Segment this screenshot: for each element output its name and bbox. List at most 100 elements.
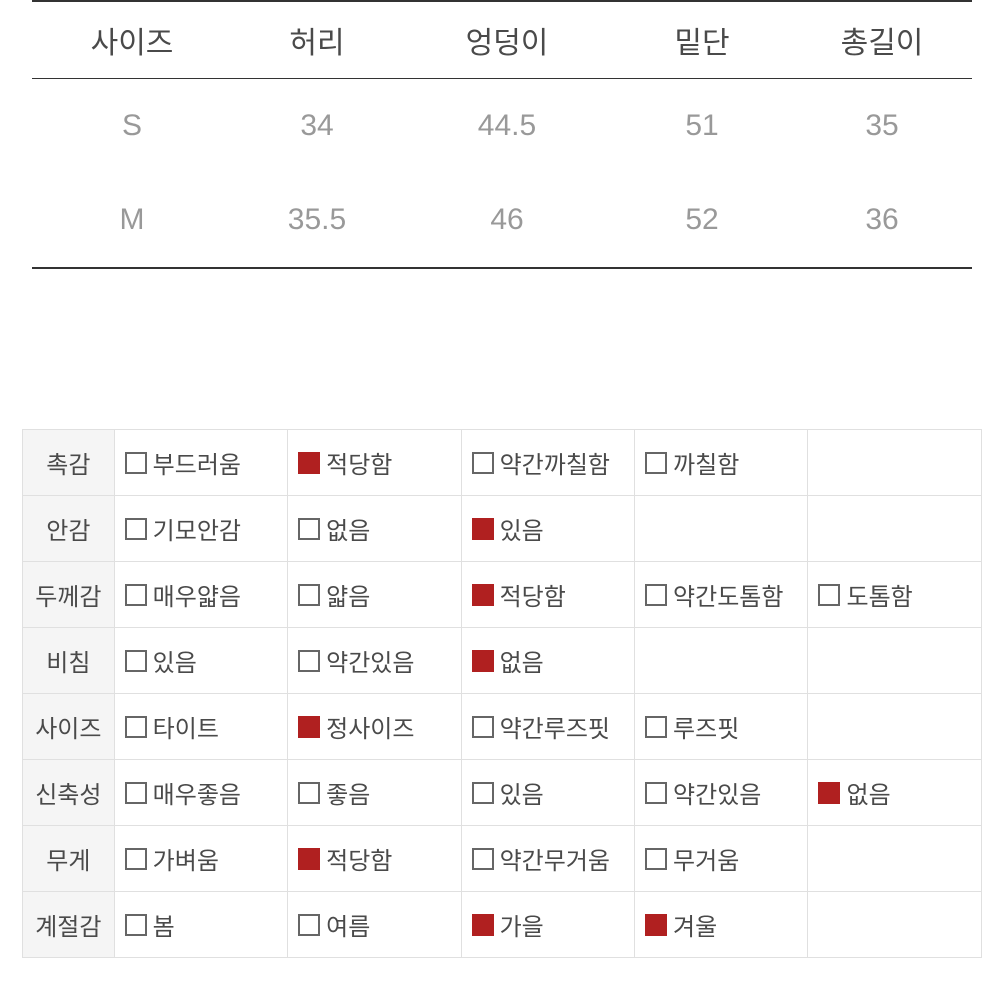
detail-option-cell: 봄 bbox=[114, 892, 287, 958]
detail-option-cell: 부드러움 bbox=[114, 430, 287, 496]
checkbox-empty-icon bbox=[298, 518, 320, 540]
option-label: 약간까칠함 bbox=[500, 445, 610, 480]
option-label: 무거움 bbox=[673, 841, 739, 876]
size-cell: 35 bbox=[792, 79, 972, 174]
option-label: 없음 bbox=[500, 643, 544, 678]
detail-row-label: 계절감 bbox=[23, 892, 115, 958]
option-label: 얇음 bbox=[326, 577, 370, 612]
detail-option-cell: 좋음 bbox=[288, 760, 461, 826]
detail-option-cell bbox=[808, 892, 982, 958]
checkbox-option[interactable]: 여름 bbox=[298, 907, 450, 942]
checkbox-option[interactable]: 얇음 bbox=[298, 577, 450, 612]
option-label: 있음 bbox=[500, 511, 544, 546]
checkbox-option[interactable]: 약간까칠함 bbox=[472, 445, 624, 480]
option-label: 좋음 bbox=[326, 775, 370, 810]
checkbox-checked-icon bbox=[472, 584, 494, 606]
detail-table: 촉감부드러움적당함약간까칠함까칠함안감기모안감없음있음두께감매우얇음얇음적당함약… bbox=[22, 429, 982, 958]
detail-option-cell: 타이트 bbox=[114, 694, 287, 760]
size-row: M 35.5 46 52 36 bbox=[32, 173, 972, 268]
checkbox-option[interactable]: 매우얇음 bbox=[125, 577, 277, 612]
checkbox-option[interactable]: 약간있음 bbox=[298, 643, 450, 678]
checkbox-option[interactable]: 있음 bbox=[125, 643, 277, 678]
checkbox-option[interactable]: 까칠함 bbox=[645, 445, 797, 480]
option-label: 있음 bbox=[153, 643, 197, 678]
checkbox-empty-icon bbox=[125, 518, 147, 540]
checkbox-empty-icon bbox=[298, 914, 320, 936]
detail-option-cell: 약간까칠함 bbox=[461, 430, 634, 496]
size-header: 사이즈 bbox=[32, 1, 232, 79]
size-cell: 52 bbox=[612, 173, 792, 268]
checkbox-empty-icon bbox=[645, 452, 667, 474]
option-label: 약간있음 bbox=[673, 775, 761, 810]
detail-row-label: 두께감 bbox=[23, 562, 115, 628]
size-cell: M bbox=[32, 173, 232, 268]
checkbox-option[interactable]: 타이트 bbox=[125, 709, 277, 744]
size-cell: 44.5 bbox=[402, 79, 612, 174]
checkbox-option[interactable]: 없음 bbox=[818, 775, 971, 810]
checkbox-option[interactable]: 루즈핏 bbox=[645, 709, 797, 744]
checkbox-option[interactable]: 약간도톰함 bbox=[645, 577, 797, 612]
checkbox-option[interactable]: 겨울 bbox=[645, 907, 797, 942]
detail-option-cell: 겨울 bbox=[635, 892, 808, 958]
checkbox-option[interactable]: 가벼움 bbox=[125, 841, 277, 876]
checkbox-option[interactable]: 약간루즈핏 bbox=[472, 709, 624, 744]
detail-row: 두께감 매우얇음 얇음 적당함 약간도톰함 도톰함 bbox=[23, 562, 982, 628]
size-table: 사이즈 허리 엉덩이 밑단 총길이 S 34 44.5 51 35 M 35.5… bbox=[32, 0, 972, 269]
checkbox-option[interactable]: 적당함 bbox=[298, 841, 450, 876]
size-cell: 51 bbox=[612, 79, 792, 174]
detail-option-cell bbox=[808, 694, 982, 760]
checkbox-option[interactable]: 없음 bbox=[472, 643, 624, 678]
checkbox-option[interactable]: 적당함 bbox=[472, 577, 624, 612]
size-header: 엉덩이 bbox=[402, 1, 612, 79]
detail-option-cell: 약간루즈핏 bbox=[461, 694, 634, 760]
option-label: 까칠함 bbox=[673, 445, 739, 480]
option-label: 가벼움 bbox=[153, 841, 219, 876]
checkbox-option[interactable]: 있음 bbox=[472, 775, 624, 810]
checkbox-empty-icon bbox=[818, 584, 840, 606]
option-label: 타이트 bbox=[153, 709, 219, 744]
detail-option-cell: 약간도톰함 bbox=[635, 562, 808, 628]
checkbox-empty-icon bbox=[125, 584, 147, 606]
checkbox-option[interactable]: 무거움 bbox=[645, 841, 797, 876]
checkbox-option[interactable]: 약간있음 bbox=[645, 775, 797, 810]
checkbox-option[interactable]: 기모안감 bbox=[125, 511, 277, 546]
detail-option-cell: 적당함 bbox=[288, 430, 461, 496]
checkbox-empty-icon bbox=[472, 716, 494, 738]
checkbox-option[interactable]: 가을 bbox=[472, 907, 624, 942]
option-label: 부드러움 bbox=[153, 445, 241, 480]
detail-option-cell: 도톰함 bbox=[808, 562, 982, 628]
checkbox-empty-icon bbox=[298, 584, 320, 606]
checkbox-option[interactable]: 봄 bbox=[125, 907, 277, 942]
detail-row: 무게가벼움적당함약간무거움무거움 bbox=[23, 826, 982, 892]
checkbox-empty-icon bbox=[298, 650, 320, 672]
checkbox-checked-icon bbox=[472, 650, 494, 672]
checkbox-option[interactable]: 부드러움 bbox=[125, 445, 277, 480]
option-label: 약간루즈핏 bbox=[500, 709, 610, 744]
checkbox-option[interactable]: 정사이즈 bbox=[298, 709, 450, 744]
checkbox-checked-icon bbox=[472, 914, 494, 936]
checkbox-checked-icon bbox=[645, 914, 667, 936]
checkbox-option[interactable]: 약간무거움 bbox=[472, 841, 624, 876]
detail-option-cell: 있음 bbox=[461, 760, 634, 826]
option-label: 정사이즈 bbox=[326, 709, 414, 744]
checkbox-option[interactable]: 있음 bbox=[472, 511, 624, 546]
option-label: 적당함 bbox=[326, 445, 392, 480]
checkbox-empty-icon bbox=[472, 452, 494, 474]
checkbox-empty-icon bbox=[472, 848, 494, 870]
detail-option-cell: 얇음 bbox=[288, 562, 461, 628]
checkbox-option[interactable]: 도톰함 bbox=[818, 577, 971, 612]
detail-option-cell bbox=[808, 496, 982, 562]
detail-row: 신축성매우좋음좋음있음약간있음없음 bbox=[23, 760, 982, 826]
checkbox-option[interactable]: 없음 bbox=[298, 511, 450, 546]
detail-option-cell: 없음 bbox=[808, 760, 982, 826]
option-label: 매우좋음 bbox=[153, 775, 241, 810]
checkbox-empty-icon bbox=[645, 782, 667, 804]
detail-option-cell: 매우좋음 bbox=[114, 760, 287, 826]
detail-option-cell: 가을 bbox=[461, 892, 634, 958]
detail-option-cell: 약간있음 bbox=[288, 628, 461, 694]
checkbox-option[interactable]: 좋음 bbox=[298, 775, 450, 810]
checkbox-option[interactable]: 매우좋음 bbox=[125, 775, 277, 810]
option-label: 기모안감 bbox=[153, 511, 241, 546]
checkbox-option[interactable]: 적당함 bbox=[298, 445, 450, 480]
option-label: 여름 bbox=[326, 907, 370, 942]
